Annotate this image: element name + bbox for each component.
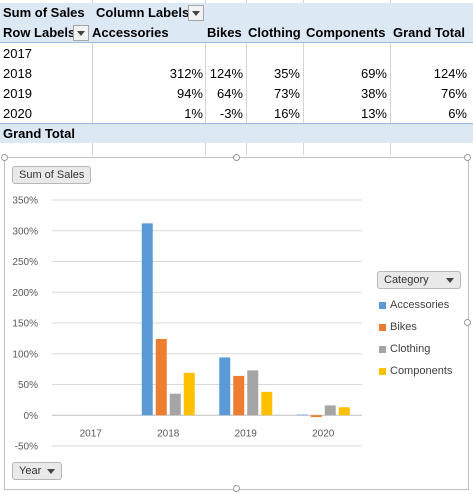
bar-components-2018	[183, 372, 195, 416]
column-header-clothing: Clothing	[248, 25, 301, 40]
y-tick-label: -50%	[15, 442, 38, 453]
legend-item-clothing[interactable]: Clothing	[377, 338, 465, 360]
bar-accessories-2019	[219, 357, 231, 416]
table-row[interactable]: 2017	[0, 44, 473, 64]
legend-item-components[interactable]: Components	[377, 360, 465, 382]
legend-swatch	[379, 302, 386, 309]
y-tick-label: 200%	[12, 288, 38, 299]
column-header-accessories: Accessories	[92, 25, 169, 40]
value-field-button[interactable]: Sum of Sales	[12, 166, 92, 184]
bar-bikes-2019	[233, 375, 245, 416]
x-tick-label: 2017	[80, 428, 103, 439]
y-tick-label: 150%	[12, 319, 38, 330]
resize-handle-top-left[interactable]	[1, 154, 8, 161]
y-tick-label: 50%	[18, 380, 38, 391]
table-cell[interactable]: 76%	[440, 86, 467, 101]
axis-field-button[interactable]: Year	[12, 462, 63, 480]
pivot-header-row-1: Sum of Sales Column Labels	[0, 3, 473, 23]
x-tick-label: 2018	[157, 428, 180, 439]
bar-bikes-2018	[155, 338, 167, 416]
legend-swatch	[379, 324, 386, 331]
legend-label: Clothing	[390, 343, 431, 355]
resize-handle-top[interactable]	[233, 154, 240, 161]
grand-total-label: Grand Total	[3, 126, 75, 141]
column-labels-header: Column Labels	[96, 5, 190, 20]
table-cell[interactable]: 1%	[184, 106, 203, 121]
x-tick-label: 2019	[235, 428, 258, 439]
chart-plot-area: 350% 300% 250% 200% 150% 100% 50% 0% -50% 2017 201…	[12, 196, 362, 453]
table-cell[interactable]: -3%	[219, 106, 243, 121]
bar-accessories-2018	[141, 223, 153, 416]
table-cell[interactable]: 16%	[273, 106, 300, 121]
legend-item-accessories[interactable]: Accessories	[377, 294, 465, 316]
bar-accessories-2020	[296, 414, 308, 416]
y-tick-label: 0%	[24, 411, 39, 422]
legend-field-button[interactable]: Category	[377, 271, 461, 289]
table-row[interactable]: 2018 312% 124% 35% 69% 124%	[0, 64, 473, 84]
column-header-components: Components	[306, 25, 386, 40]
x-tick-label: 2020	[312, 428, 335, 439]
pivot-header-row-2: Row Labels Accessories Bikes Clothing Co…	[0, 23, 473, 43]
table-cell[interactable]: 73%	[273, 86, 300, 101]
gridline	[303, 0, 304, 155]
table-cell[interactable]: 124%	[433, 66, 467, 81]
legend-field-label: Category	[384, 274, 429, 286]
table-cell[interactable]: 69%	[360, 66, 387, 81]
column-labels-filter-button[interactable]	[188, 5, 204, 21]
bar-clothing-2020	[324, 405, 336, 416]
row-labels-header: Row Labels	[3, 25, 76, 40]
y-tick-label: 300%	[12, 226, 38, 237]
legend-swatch	[379, 346, 386, 353]
bar-components-2019	[261, 391, 273, 416]
row-label: 2020	[3, 106, 32, 121]
table-cell[interactable]: 38%	[360, 86, 387, 101]
table-cell[interactable]: 64%	[216, 86, 243, 101]
bar-bikes-2020	[310, 415, 322, 418]
y-tick-label: 350%	[12, 196, 38, 207]
legend-swatch	[379, 368, 386, 375]
legend-label: Accessories	[390, 299, 450, 311]
bar-clothing-2019	[247, 370, 259, 416]
legend-label: Bikes	[390, 321, 417, 333]
pivot-title: Sum of Sales	[3, 5, 85, 20]
table-cell[interactable]: 13%	[360, 106, 387, 121]
axis-field-label: Year	[19, 465, 42, 477]
table-cell[interactable]: 6%	[448, 106, 467, 121]
row-labels-filter-button[interactable]	[73, 25, 89, 41]
gridline	[390, 0, 391, 155]
value-field-label: Sum of Sales	[19, 169, 85, 181]
legend-label: Components	[390, 365, 453, 377]
gridline	[205, 0, 206, 155]
chart-legend: Category Accessories Bikes Clothing Comp…	[377, 271, 465, 382]
resize-handle-right[interactable]	[464, 319, 471, 326]
pivot-table: Sum of Sales Column Labels Row Labels Ac…	[0, 0, 473, 155]
table-cell[interactable]: 94%	[176, 86, 203, 101]
row-label: 2017	[3, 46, 32, 61]
bar-clothing-2018	[169, 393, 181, 416]
row-label: 2018	[3, 66, 32, 81]
table-cell[interactable]: 35%	[273, 66, 300, 81]
chevron-down-icon	[47, 468, 56, 474]
resize-handle-top-right[interactable]	[464, 154, 471, 161]
gridline	[92, 0, 93, 155]
y-tick-label: 250%	[12, 257, 38, 268]
row-label: 2019	[3, 86, 32, 101]
table-row[interactable]: 2020 1% -3% 16% 13% 6%	[0, 104, 473, 124]
column-header-bikes: Bikes	[207, 25, 242, 40]
grand-total-row[interactable]: Grand Total	[0, 123, 473, 143]
column-header-grand-total: Grand Total	[393, 25, 465, 40]
legend-item-bikes[interactable]: Bikes	[377, 316, 465, 338]
gridline	[246, 0, 247, 155]
pivot-chart[interactable]: 350% 300% 250% 200% 150% 100% 50% 0% -50% 2017 201…	[1, 154, 471, 492]
table-cell[interactable]: 312%	[169, 66, 203, 81]
resize-handle-bottom[interactable]	[233, 485, 240, 492]
chevron-down-icon	[446, 278, 454, 283]
table-row[interactable]: 2019 94% 64% 73% 38% 76%	[0, 84, 473, 104]
bar-components-2020	[338, 407, 350, 416]
table-cell[interactable]: 124%	[209, 66, 243, 81]
y-tick-label: 100%	[12, 349, 38, 360]
